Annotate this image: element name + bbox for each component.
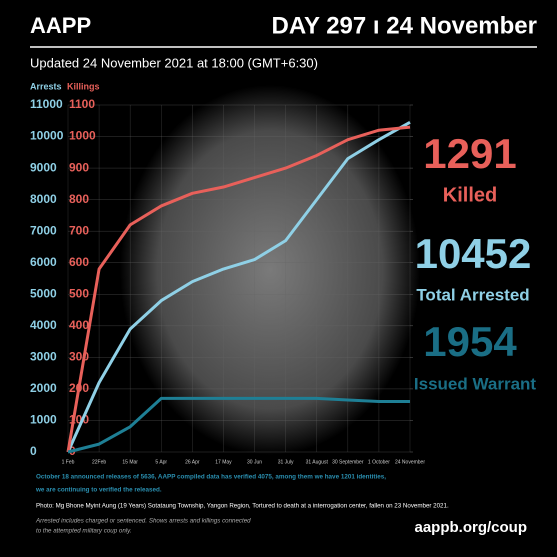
y-tick-label: 3000 <box>30 350 57 364</box>
stat-value: 1291 <box>423 130 516 177</box>
stat-label: Issued Warrant <box>414 374 537 393</box>
footnote: Arrested includes charged or sentenced. … <box>35 518 251 525</box>
stat-label: Total Arrested <box>416 285 529 304</box>
stat-label: Killed <box>443 184 497 206</box>
brand: AAPP <box>30 13 91 38</box>
x-tick-label: 24 November <box>395 459 425 465</box>
y-tick-label: 7000 <box>30 223 57 237</box>
x-tick-label: 26 Apr <box>185 459 200 465</box>
y-axis-title: Arrests <box>30 81 62 91</box>
release-note: October 18 announced releases of 5636, A… <box>36 474 386 481</box>
series-line <box>67 396 410 454</box>
y2-tick-label: 1000 <box>69 129 96 143</box>
x-tick-label: 30 Jun <box>247 459 262 465</box>
y-tick-label: 1000 <box>30 413 57 427</box>
x-tick-label: 31 August <box>306 459 329 465</box>
updated: Updated 24 November 2021 at 18:00 (GMT+6… <box>30 55 318 70</box>
release-note: we are continuing to verified the releas… <box>35 487 162 494</box>
stat-value: 10452 <box>415 230 532 277</box>
series-line <box>66 125 411 453</box>
y2-axis-title: Killings <box>67 81 100 91</box>
y-tick-label: 0 <box>30 444 37 458</box>
y2-tick-label: 800 <box>69 192 89 206</box>
x-tick-label: 1 Feb <box>62 459 75 465</box>
y2-tick-label: 600 <box>69 255 89 269</box>
y-tick-label: 5000 <box>30 286 57 300</box>
stat-value: 1954 <box>423 318 517 365</box>
y2-tick-label: 900 <box>69 160 89 174</box>
x-tick-label: 15 Mar <box>122 459 138 465</box>
photo-credit: Photo: Mg Bhone Myint Aung (19 Years) So… <box>36 503 449 510</box>
footnote: to the attempted military coup only. <box>36 528 132 535</box>
x-tick-label: 31 July <box>278 459 294 465</box>
url: aappb.org/coup <box>415 519 528 536</box>
y2-tick-label: 1100 <box>69 97 95 111</box>
x-tick-label: 17 May <box>215 459 232 465</box>
x-tick-label: 1 October <box>368 459 390 465</box>
x-tick-label: 5 Apr <box>155 459 167 465</box>
x-tick-label: 30 September <box>332 459 364 465</box>
y-tick-label: 10000 <box>30 129 64 143</box>
y-tick-label: 8000 <box>30 192 57 206</box>
y-tick-label: 9000 <box>30 160 57 174</box>
day: DAY 297 ı 24 November <box>272 12 538 39</box>
y-tick-label: 2000 <box>30 381 57 395</box>
y2-tick-label: 500 <box>69 286 89 300</box>
y-tick-label: 4000 <box>30 318 57 332</box>
y2-tick-label: 400 <box>69 318 89 332</box>
y2-tick-label: 700 <box>69 223 89 237</box>
series-line <box>66 120 411 453</box>
y-tick-label: 11000 <box>30 97 63 111</box>
x-tick-label: 22Feb <box>92 459 106 465</box>
y-tick-label: 6000 <box>30 255 57 269</box>
photo-area <box>120 85 420 455</box>
